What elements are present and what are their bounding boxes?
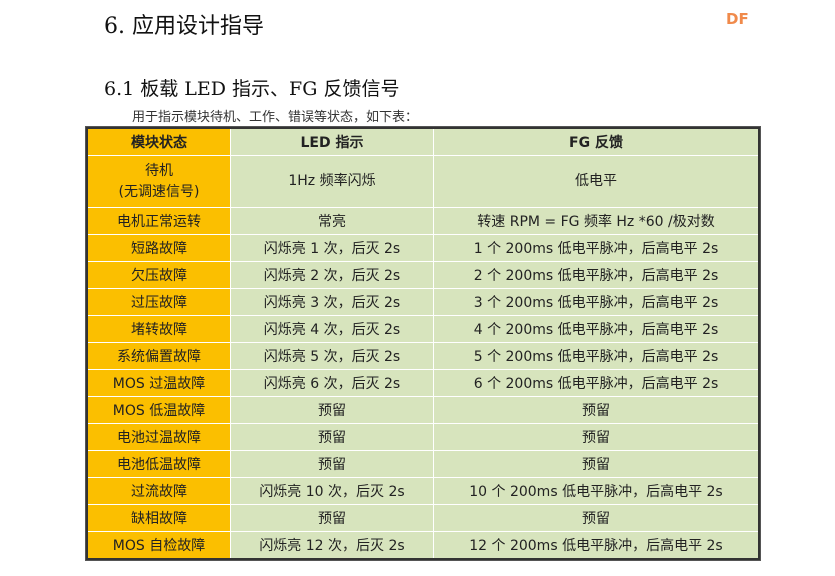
status-cell: 过压故障 <box>86 288 231 316</box>
intro-text: 用于指示模块待机、工作、错误等状态，如下表： <box>132 110 419 125</box>
status-cell: 堵转故障 <box>86 315 231 343</box>
fg-cell: 2 个 200ms 低电平脉冲，后高电平 2s <box>433 261 760 289</box>
table-row: 系统偏置故障 闪烁亮 5 次，后灭 2s 5 个 200ms 低电平脉冲，后高电平 … <box>86 342 760 370</box>
fg-cell: 1 个 200ms 低电平脉冲，后高电平 2s <box>433 234 760 262</box>
led-cell: 闪烁亮 1 次，后灭 2s <box>230 234 434 262</box>
fg-cell: 预留 <box>433 504 760 532</box>
status-table: 模块状态 LED 指示 FG 反馈 待机 (无调速信号) 1Hz 频率闪烁 低电平… <box>85 126 761 561</box>
table-header-row: 模块状态 LED 指示 FG 反馈 <box>86 127 760 156</box>
led-cell: 预留 <box>230 504 434 532</box>
table-row: 缺相故障 预留 预留 <box>86 504 760 532</box>
status-cell: 电池过温故障 <box>86 423 231 451</box>
section-title: 6.1 板载 LED 指示、FG 反馈信号 <box>104 78 400 100</box>
page-heading: 6. 应用设计指导 <box>104 14 264 39</box>
table-row: 待机 (无调速信号) 1Hz 频率闪烁 低电平 <box>86 155 760 208</box>
status-cell: 欠压故障 <box>86 261 231 289</box>
table-row: 过流故障 闪烁亮 10 次，后灭 2s 10 个 200ms 低电平脉冲，后高电平 … <box>86 477 760 505</box>
led-cell: 闪烁亮 5 次，后灭 2s <box>230 342 434 370</box>
led-cell: 预留 <box>230 450 434 478</box>
table-row: 电机正常运转 常亮 转速 RPM = FG 频率 Hz *60 /极对数 <box>86 207 760 235</box>
fg-cell: 5 个 200ms 低电平脉冲，后高电平 2s <box>433 342 760 370</box>
status-cell: 缺相故障 <box>86 504 231 532</box>
led-cell: 预留 <box>230 423 434 451</box>
table-row: 堵转故障 闪烁亮 4 次，后灭 2s 4 个 200ms 低电平脉冲，后高电平 2s <box>86 315 760 343</box>
table-row: MOS 低温故障 预留 预留 <box>86 396 760 424</box>
status-cell: MOS 低温故障 <box>86 396 231 424</box>
status-cell: MOS 过温故障 <box>86 369 231 397</box>
fg-cell: 预留 <box>433 423 760 451</box>
status-cell: 电池低温故障 <box>86 450 231 478</box>
fg-cell: 6 个 200ms 低电平脉冲，后高电平 2s <box>433 369 760 397</box>
table-row: 欠压故障 闪烁亮 2 次，后灭 2s 2 个 200ms 低电平脉冲，后高电平 2s <box>86 261 760 289</box>
led-cell: 预留 <box>230 396 434 424</box>
header-led: LED 指示 <box>230 127 434 156</box>
table-row: 过压故障 闪烁亮 3 次，后灭 2s 3 个 200ms 低电平脉冲，后高电平 2s <box>86 288 760 316</box>
fg-cell: 10 个 200ms 低电平脉冲，后高电平 2s <box>433 477 760 505</box>
fg-cell: 预留 <box>433 450 760 478</box>
fg-cell: 预留 <box>433 396 760 424</box>
fg-cell: 12 个 200ms 低电平脉冲，后高电平 2s <box>433 531 760 560</box>
status-line-1: 待机 <box>145 162 173 179</box>
status-line-2: (无调速信号) <box>118 183 200 200</box>
led-cell: 闪烁亮 3 次，后灭 2s <box>230 288 434 316</box>
fg-cell: 3 个 200ms 低电平脉冲，后高电平 2s <box>433 288 760 316</box>
led-cell: 闪烁亮 4 次，后灭 2s <box>230 315 434 343</box>
table-row: MOS 过温故障 闪烁亮 6 次，后灭 2s 6 个 200ms 低电平脉冲，后高电… <box>86 369 760 397</box>
table-row: 短路故障 闪烁亮 1 次，后灭 2s 1 个 200ms 低电平脉冲，后高电平 2s <box>86 234 760 262</box>
led-cell: 闪烁亮 10 次，后灭 2s <box>230 477 434 505</box>
table-row: 电池低温故障 预留 预留 <box>86 450 760 478</box>
fg-cell: 4 个 200ms 低电平脉冲，后高电平 2s <box>433 315 760 343</box>
led-cell: 闪烁亮 2 次，后灭 2s <box>230 261 434 289</box>
led-cell: 常亮 <box>230 207 434 235</box>
header-fg: FG 反馈 <box>433 127 760 156</box>
fg-cell: 转速 RPM = FG 频率 Hz *60 /极对数 <box>433 207 760 235</box>
header-status: 模块状态 <box>86 127 231 156</box>
status-cell: 待机 (无调速信号) <box>86 155 231 208</box>
status-cell: MOS 自检故障 <box>86 531 231 560</box>
status-cell: 过流故障 <box>86 477 231 505</box>
table-row: 电池过温故障 预留 预留 <box>86 423 760 451</box>
status-cell: 短路故障 <box>86 234 231 262</box>
fg-cell: 低电平 <box>433 155 760 208</box>
led-cell: 闪烁亮 12 次，后灭 2s <box>230 531 434 560</box>
led-cell: 1Hz 频率闪烁 <box>230 155 434 208</box>
led-cell: 闪烁亮 6 次，后灭 2s <box>230 369 434 397</box>
table-row: MOS 自检故障 闪烁亮 12 次，后灭 2s 12 个 200ms 低电平脉冲，后… <box>86 531 760 560</box>
status-cell: 系统偏置故障 <box>86 342 231 370</box>
status-cell: 电机正常运转 <box>86 207 231 235</box>
logo: DF <box>726 10 749 28</box>
